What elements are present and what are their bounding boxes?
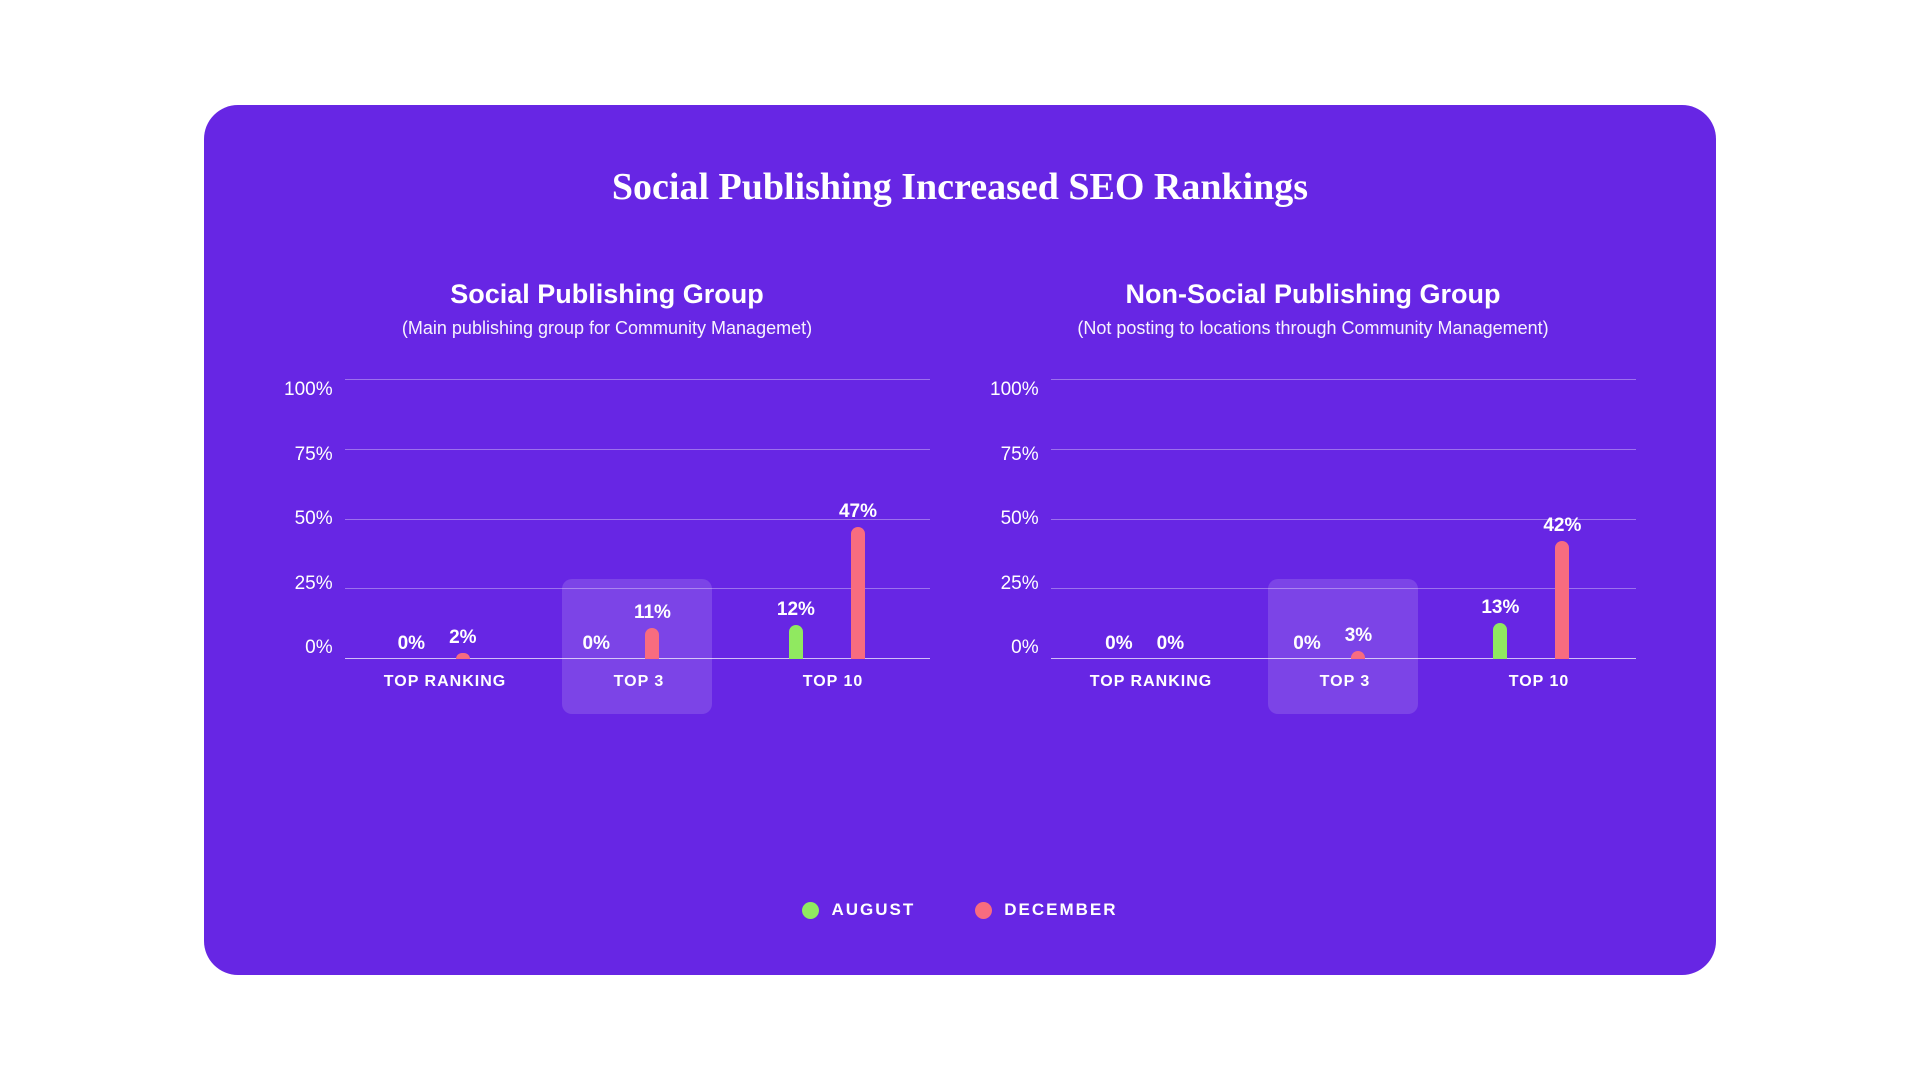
bar-value-label: 0%	[1105, 633, 1132, 655]
charts-row: Social Publishing Group (Main publishing…	[254, 279, 1666, 691]
y-tick: 50%	[295, 508, 333, 530]
bar-col-december: 3%	[1345, 379, 1372, 659]
plot-area: 0% 2% 0% 11% 12% 47%	[345, 379, 930, 659]
y-tick: 100%	[284, 379, 333, 401]
bar-group: 0% 11%	[583, 379, 671, 659]
bar-value-label: 3%	[1345, 625, 1372, 647]
x-tick-label: TOP 10	[1442, 673, 1636, 691]
bar-december	[456, 653, 470, 659]
panel-subtitle: (Not posting to locations through Commun…	[1077, 318, 1548, 339]
legend-label: DECEMBER	[1004, 900, 1117, 920]
bar-december	[1351, 651, 1365, 659]
bar-col-december: 11%	[634, 379, 671, 659]
bar-col-august: 0%	[1293, 379, 1320, 659]
chart-panel-left: Social Publishing Group (Main publishing…	[284, 279, 930, 691]
bar-value-label: 12%	[777, 599, 815, 621]
bar-august	[1493, 623, 1507, 659]
bar-value-label: 11%	[634, 602, 671, 624]
bar-col-december: 47%	[839, 379, 877, 659]
bar-col-august: 0%	[583, 379, 610, 659]
panel-title: Non-Social Publishing Group	[1126, 279, 1501, 310]
bar-value-label: 2%	[449, 627, 476, 649]
bar-col-august: 12%	[777, 379, 815, 659]
chart-area: 100% 75% 50% 25% 0% 0%2%0%11%12%47	[284, 379, 930, 659]
bar-col-august: 13%	[1481, 379, 1519, 659]
bar-december	[1555, 541, 1569, 659]
bar-group: 12% 47%	[777, 379, 877, 659]
bar-groups: 0% 2% 0% 11% 12% 47%	[345, 379, 930, 659]
plot-area: 0% 0% 0% 3% 13% 42%	[1051, 379, 1636, 659]
y-tick: 0%	[1011, 637, 1038, 659]
bar-col-december: 0%	[1157, 379, 1184, 659]
y-tick: 100%	[990, 379, 1039, 401]
bar-group: 13% 42%	[1481, 379, 1581, 659]
bar-december	[851, 527, 865, 659]
bar-group: 0% 0%	[1105, 379, 1184, 659]
bar-value-label: 42%	[1543, 515, 1581, 537]
legend-label: AUGUST	[831, 900, 915, 920]
bar-col-august: 0%	[398, 379, 425, 659]
y-tick: 0%	[305, 637, 332, 659]
bar-value-label: 13%	[1481, 597, 1519, 619]
bar-december	[645, 628, 659, 659]
bar-value-label: 0%	[583, 633, 610, 655]
x-tick-label: TOP 10	[736, 673, 930, 691]
bar-col-december: 42%	[1543, 379, 1581, 659]
y-axis: 100% 75% 50% 25% 0%	[284, 379, 345, 659]
y-tick: 25%	[1001, 573, 1039, 595]
chart-area: 100% 75% 50% 25% 0% 0%0%0%3%13%42%	[990, 379, 1636, 659]
x-tick-label: TOP RANKING	[348, 673, 542, 691]
y-axis: 100% 75% 50% 25% 0%	[990, 379, 1051, 659]
bar-col-august: 0%	[1105, 379, 1132, 659]
chart-panel-right: Non-Social Publishing Group (Not posting…	[990, 279, 1636, 691]
bar-value-label: 47%	[839, 501, 877, 523]
legend-item-december: DECEMBER	[975, 900, 1117, 920]
y-tick: 25%	[295, 573, 333, 595]
chart-card: Social Publishing Increased SEO Rankings…	[204, 105, 1716, 975]
legend-dot-icon	[975, 902, 992, 919]
panel-title: Social Publishing Group	[450, 279, 764, 310]
bar-group: 0% 3%	[1293, 379, 1372, 659]
legend-dot-icon	[802, 902, 819, 919]
legend-item-august: AUGUST	[802, 900, 915, 920]
bar-group: 0% 2%	[398, 379, 477, 659]
bar-col-december: 2%	[449, 379, 476, 659]
bar-value-label: 0%	[1157, 633, 1184, 655]
legend: AUGUST DECEMBER	[204, 900, 1716, 920]
bar-august	[789, 625, 803, 659]
y-tick: 75%	[1001, 444, 1039, 466]
bar-groups: 0% 0% 0% 3% 13% 42%	[1051, 379, 1636, 659]
bar-value-label: 0%	[398, 633, 425, 655]
panel-subtitle: (Main publishing group for Community Man…	[402, 318, 812, 339]
y-tick: 75%	[295, 444, 333, 466]
main-title: Social Publishing Increased SEO Rankings	[254, 165, 1666, 209]
y-tick: 50%	[1001, 508, 1039, 530]
bar-value-label: 0%	[1293, 633, 1320, 655]
x-tick-label: TOP RANKING	[1054, 673, 1248, 691]
